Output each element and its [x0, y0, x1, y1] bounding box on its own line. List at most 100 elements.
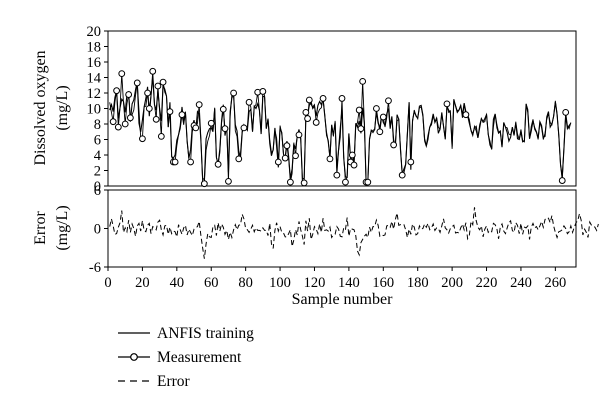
measurement-point [398, 171, 406, 179]
measurement-point [152, 115, 160, 123]
measurement-point [295, 131, 303, 139]
measurement-point [304, 115, 311, 122]
measurement-point [292, 152, 299, 160]
measurement-point [230, 89, 238, 97]
measurement-point [187, 158, 194, 166]
measurement-point [283, 142, 291, 150]
measurement-point [312, 119, 320, 126]
measurement-point [192, 124, 200, 132]
measurement-point [342, 178, 349, 186]
measurement-point [207, 119, 215, 127]
measurement-point [157, 133, 165, 140]
top-y-tick-label: 2 [94, 164, 101, 180]
measurement-point [133, 79, 141, 87]
top-y-axis-label: Dissolved oxygen (mg/L) [32, 50, 71, 165]
measurement-point [195, 101, 203, 109]
measurement-point [144, 89, 151, 97]
measurement-point [338, 95, 346, 102]
measurement-point [274, 158, 282, 166]
x-axis-label: Sample number [292, 291, 394, 308]
measurement-point [385, 97, 392, 105]
x-tick-label: 60 [204, 275, 219, 291]
measurement-point [154, 82, 162, 90]
measurement-point [139, 135, 146, 143]
bottom-y-axis-label: Error (mg/L) [32, 205, 71, 250]
top-y-tick-label: 6 [94, 133, 101, 149]
top-y-tick-label: 10 [87, 102, 102, 118]
measurement-point [259, 88, 267, 95]
measurement-point [149, 67, 157, 75]
measurement-point [350, 161, 358, 169]
top-y-tick-label: 18 [87, 40, 102, 56]
top-y-tick-label: 8 [94, 117, 101, 133]
top-y-axis-label-line1: Dissolved oxygen [32, 50, 49, 165]
top-series-group [109, 67, 572, 188]
measurement-point [373, 105, 380, 112]
legend-label-measurement: Measurement [157, 349, 242, 366]
x-tick-label: 120 [304, 275, 326, 291]
legend-label-error: Error [157, 373, 191, 390]
measurement-point [376, 128, 384, 136]
measurement-point [333, 171, 341, 179]
top-y-tick-label: 20 [87, 24, 102, 40]
x-tick-label: 260 [544, 275, 566, 291]
error-series-line [109, 207, 599, 259]
x-tick-label: 100 [269, 275, 291, 291]
bottom-y-tick-label: 6 [94, 183, 101, 199]
measurement-point [562, 108, 570, 116]
measurement-point [558, 177, 566, 184]
top-y-tick-label: 12 [87, 86, 102, 102]
measurement-point [114, 123, 122, 131]
x-tick-label: 40 [170, 275, 185, 291]
legend-circle-marker [130, 353, 138, 361]
bottom-panel: -606 0 20 40 60 80 100 120 140 160 180 200 220 240 26… [32, 183, 599, 308]
top-y-tick-label: 0 [94, 179, 101, 195]
measurement-point [357, 125, 365, 133]
measurement-point [221, 125, 229, 133]
measurement-point [359, 77, 367, 85]
top-y-tick-label: 4 [94, 148, 102, 164]
measurement-point [171, 158, 179, 166]
legend-item-anfis: ANFIS training [118, 325, 254, 342]
measurement-point [125, 91, 133, 98]
x-tick-label: 140 [338, 275, 360, 291]
measurement-point [355, 106, 363, 114]
measurement-point [178, 111, 186, 119]
top-y-tick-label: 16 [87, 55, 102, 71]
x-tick-label: 240 [510, 275, 532, 291]
measurement-point [443, 100, 451, 108]
x-tick-label: 80 [238, 275, 253, 291]
legend: ANFIS training Measurement Error [118, 325, 254, 390]
measurement-point [166, 108, 174, 115]
x-tick-label: 160 [372, 275, 394, 291]
measurement-point [219, 105, 227, 113]
measurement-point [326, 155, 334, 163]
bottom-y-ticks: -6 0 6 [89, 183, 108, 276]
measurement-point [302, 108, 310, 116]
x-tick-label: 180 [407, 275, 429, 291]
x-tick-label: 0 [104, 275, 111, 291]
top-y-tick-label: 14 [87, 71, 102, 87]
measurement-point [245, 98, 253, 106]
measurement-point [407, 158, 415, 166]
x-tick-label: 20 [135, 275, 150, 291]
bottom-y-axis-label-line1: Error [32, 210, 49, 244]
measurement-point [379, 113, 387, 121]
measurement-point [390, 141, 398, 149]
x-ticks: 0 20 40 60 80 100 120 140 160 180 200 220 240 260 [104, 267, 566, 291]
measurement-point [286, 178, 294, 186]
measurement-point [109, 118, 117, 126]
measurement-point [200, 180, 208, 188]
measurement-point [364, 178, 372, 186]
legend-item-error: Error [118, 373, 191, 390]
measurement-point [225, 177, 232, 185]
x-tick-label: 220 [476, 275, 498, 291]
measurement-point [281, 154, 289, 162]
legend-label-anfis: ANFIS training [157, 325, 254, 342]
bottom-y-tick-label: 0 [94, 222, 101, 238]
measurement-point [348, 151, 356, 159]
measurement-point [300, 179, 308, 187]
bottom-series-group [109, 207, 599, 259]
x-tick-label: 200 [441, 275, 463, 291]
